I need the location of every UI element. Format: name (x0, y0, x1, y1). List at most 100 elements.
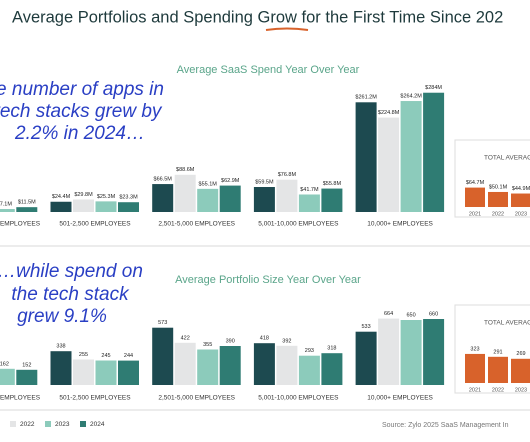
value-label: $7.1M (0, 201, 12, 207)
bar (50, 351, 72, 385)
bar (0, 368, 15, 385)
value-label: $55.8M (323, 181, 342, 187)
annotation: tech stacks grew by (0, 101, 163, 122)
bar (118, 360, 139, 385)
value-label: 245 (101, 353, 110, 359)
bar (276, 345, 298, 385)
value-label: $88.6M (176, 167, 195, 173)
category-label: 2021 (469, 211, 481, 217)
value-label: $76.8M (278, 172, 297, 178)
bar (0, 209, 15, 212)
value-label: 293 (305, 348, 314, 354)
bar (95, 360, 117, 385)
value-label: $55.1M (199, 181, 218, 187)
bar (400, 101, 422, 212)
value-label: $24.4M (52, 194, 71, 200)
value-label: 323 (470, 346, 479, 352)
value-label: 244 (124, 353, 133, 359)
value-label: $224.8M (378, 110, 400, 116)
bar (219, 185, 241, 212)
value-label: 255 (79, 352, 88, 358)
value-label: $44.9M (512, 186, 530, 192)
value-label: 318 (327, 346, 336, 352)
bar (152, 327, 174, 385)
bar (73, 359, 94, 385)
category-label: 10,000+ EMPLOYEES (367, 221, 433, 228)
value-label: 392 (282, 338, 291, 344)
annotation: the tech stack (11, 284, 130, 305)
value-label: $41.7M (300, 187, 319, 193)
legend-swatch (80, 421, 86, 427)
bar (488, 191, 508, 207)
category-label: 501-2,500 EMPLOYEES (59, 221, 131, 228)
bar (219, 346, 241, 385)
category-label: 2022 (492, 387, 504, 393)
bar (16, 207, 38, 212)
value-label: $64.7M (466, 180, 485, 186)
bar (321, 188, 343, 212)
bar (95, 201, 117, 212)
bar (298, 194, 320, 212)
category-label: 2023 (515, 211, 527, 217)
legend-label: 2022 (20, 421, 35, 428)
page-title: Average Portfolios and Spending Grow for… (12, 8, 503, 26)
bar (174, 342, 196, 385)
legend-label: 2023 (55, 421, 70, 428)
chart-title: TOTAL AVERAG (484, 320, 530, 327)
value-label: 269 (516, 351, 525, 357)
value-label: 533 (362, 324, 371, 330)
bar (16, 369, 38, 385)
category-label: EMPLOYEES (0, 395, 41, 402)
category-label: 2,501-5,000 EMPLOYEES (158, 221, 235, 228)
value-label: $261.2M (355, 95, 377, 101)
category-label: 2,501-5,000 EMPLOYEES (158, 395, 235, 402)
annotation: …while spend on (0, 261, 143, 282)
category-label: 2021 (469, 387, 481, 393)
value-label: 650 (407, 312, 416, 318)
bar (197, 188, 219, 212)
value-label: $66.5M (154, 177, 173, 183)
bar (378, 318, 400, 385)
value-label: $264.2M (400, 93, 422, 99)
value-label: 660 (429, 311, 438, 317)
category-label: 5,001-10,000 EMPLOYEES (258, 395, 339, 402)
value-label: $284M (425, 85, 442, 91)
bar (511, 193, 530, 207)
annotation: e number of apps in (0, 79, 164, 100)
value-label: 390 (226, 338, 235, 344)
value-label: 573 (158, 320, 167, 326)
bar (152, 184, 174, 212)
value-label: $29.8M (74, 192, 93, 198)
annotation: grew 9.1% (17, 306, 107, 327)
value-label: 355 (203, 342, 212, 348)
category-label: 2023 (515, 387, 527, 393)
value-label: 291 (493, 349, 502, 355)
bar (511, 358, 530, 383)
source: Source: Zylo 2025 SaaS Management In (382, 422, 509, 429)
bar (197, 349, 219, 385)
value-label: $11.5M (18, 200, 36, 206)
chart-title: Average Portfolio Size Year Over Year (175, 274, 361, 286)
bar (465, 187, 485, 207)
bar (423, 319, 445, 385)
value-label: $50.1M (489, 184, 508, 190)
bar (174, 174, 196, 212)
category-label: 2022 (492, 211, 504, 217)
value-label: 338 (56, 344, 65, 350)
value-label: $62.9M (221, 178, 240, 184)
category-label: EMPLOYEES (0, 221, 41, 228)
bar (423, 92, 445, 212)
chart-title: Average SaaS Spend Year Over Year (177, 64, 360, 76)
category-label: 10,000+ EMPLOYEES (367, 395, 433, 402)
legend-label: 2024 (90, 421, 105, 428)
bar (276, 179, 298, 212)
bar (321, 353, 343, 385)
legend-swatch (45, 421, 51, 427)
bar (355, 102, 377, 212)
bar (400, 320, 422, 385)
bar (253, 343, 275, 385)
value-label: 664 (384, 311, 393, 317)
value-label: 162 (0, 361, 9, 367)
category-label: 501-2,500 EMPLOYEES (59, 395, 131, 402)
